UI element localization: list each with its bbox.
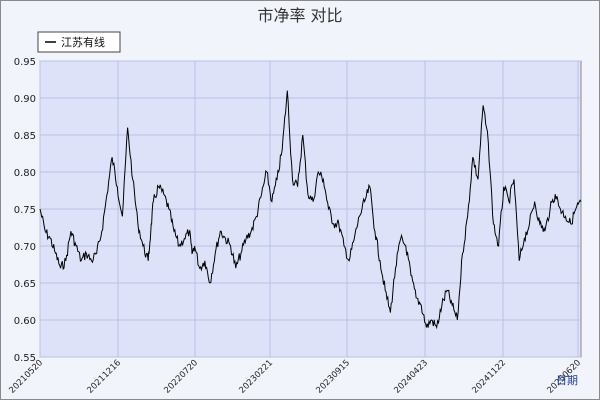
series-lines [39,90,582,330]
y-tick-label: 0.75 [14,205,36,216]
series-line [39,90,582,330]
y-tick-label: 0.55 [14,353,36,364]
y-tick-label: 0.80 [14,168,36,179]
y-tick-label: 0.65 [14,279,36,290]
x-tick-label: 20230915 [314,358,352,396]
y-tick-label: 0.60 [14,316,36,327]
y-tick-label: 0.70 [14,242,36,253]
y-tick-label: 0.95 [14,57,36,68]
y-axis: 0.95 0.90 0.85 0.80 0.75 0.70 0.65 0.60 0.55 [14,57,36,364]
chart-title: 市净率 对比 [257,6,342,25]
x-axis-label: 日期 [556,374,578,387]
x-tick-label: 20240423 [392,358,430,396]
legend-label: 江苏有线 [61,35,105,49]
y-tick-label: 0.85 [14,131,36,142]
gridlines [39,60,581,358]
x-tick-label: 20211216 [85,358,123,396]
x-tick-label: 20230221 [237,358,275,396]
legend: 江苏有线 [37,31,121,53]
x-axis: 20210520 20211216 20220720 20230221 20230915… [7,358,583,396]
y-tick-label: 0.90 [14,94,36,105]
x-tick-label: 20220720 [162,358,200,396]
legend-box [37,31,121,53]
x-tick-label: 20241122 [470,358,508,396]
